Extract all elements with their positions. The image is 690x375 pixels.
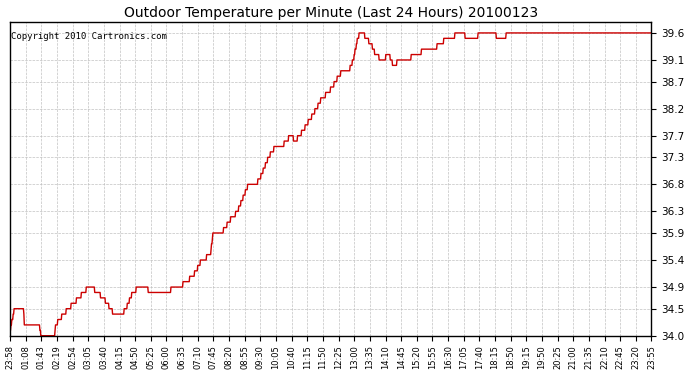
- Text: Copyright 2010 Cartronics.com: Copyright 2010 Cartronics.com: [11, 32, 167, 40]
- Title: Outdoor Temperature per Minute (Last 24 Hours) 20100123: Outdoor Temperature per Minute (Last 24 …: [124, 6, 538, 20]
